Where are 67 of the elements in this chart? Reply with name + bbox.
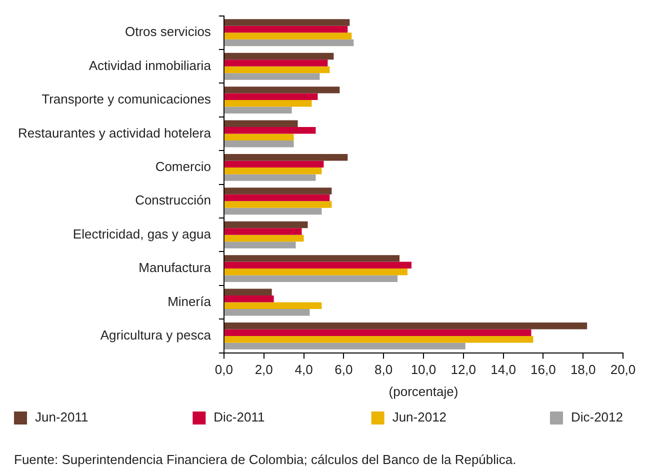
bar [224,221,308,228]
bar [224,336,534,343]
y-tick-label: Electricidad, gas y agua [72,226,212,242]
x-tick-label: 8,0 [374,362,393,378]
y-tick-label: Minería [168,294,212,309]
bar [224,106,292,114]
bar [224,127,316,134]
bar [224,26,348,33]
source-note: Fuente: Superintendencia Financiera de Colombia; cálculos del Banco de la República. [14,452,516,468]
y-tick-label: Agricultura y pesca [100,328,212,343]
bar [224,255,400,262]
x-tick-label: 2,0 [254,362,273,378]
bar [224,329,532,336]
bar [224,201,332,208]
bar [224,154,348,161]
bar [224,288,272,296]
legend-label: Dic-2012 [570,410,624,425]
legend-label: Dic-2011 [214,410,265,425]
bar [224,268,408,276]
x-axis-title: (porcentaje) [388,384,458,399]
bar [224,308,310,316]
bar [224,262,412,269]
bar [224,39,354,46]
y-tick-label: Transporte y comunicaciones [42,92,212,107]
bar [224,242,296,248]
y-tick-label: Comercio [155,159,211,174]
bar [224,32,352,40]
bar [224,188,332,194]
bar [224,60,328,66]
y-tick-label: Otros servicios [124,24,212,40]
bar [224,134,294,140]
bar [224,234,304,242]
bar [224,322,588,330]
bar [224,228,302,235]
bar [224,73,320,80]
legend-label: Jun-2012 [392,410,447,425]
x-tick-label: 12,0 [450,362,476,378]
x-tick-label: 4,0 [294,362,313,378]
legend-label: Jun-2011 [35,410,88,425]
bar [224,302,322,309]
bar [224,120,298,128]
bar [224,140,294,148]
x-tick-label: 0,0 [214,362,233,378]
bar [224,194,330,202]
y-tick-label: Restaurantes y actividad hotelera [18,125,212,140]
bar [224,160,324,168]
x-tick-label: 14,0 [490,362,516,378]
bar [224,296,274,302]
bar [224,174,316,181]
bar [224,52,334,60]
bar [224,167,322,174]
bar [224,342,466,350]
bar [224,275,398,282]
x-tick-label: 18,0 [570,362,596,378]
bar [224,93,318,100]
y-tick-label: Construcción [135,192,211,208]
bar [224,66,330,74]
x-tick-label: 16,0 [530,362,556,378]
bar [224,86,340,94]
y-tick-label: Manufactura [138,260,212,276]
x-tick-label: 20,0 [610,362,636,378]
y-tick-label: Actividad inmobiliaria [88,58,212,73]
x-tick-label: 10,0 [410,362,436,378]
bar [224,208,322,215]
x-tick-label: 6,0 [334,362,353,378]
bar [224,100,312,107]
bar [224,19,350,26]
